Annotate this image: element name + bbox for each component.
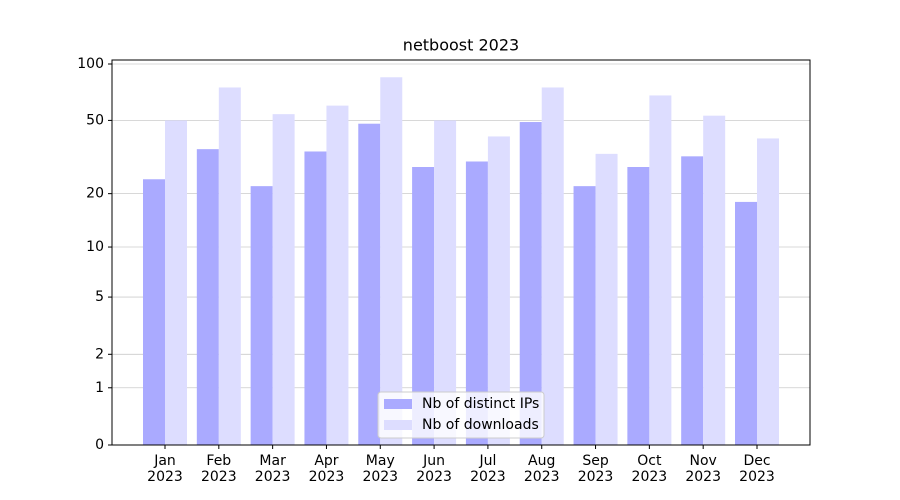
plot-frame <box>111 59 811 446</box>
bar <box>757 138 779 445</box>
bar <box>649 95 672 445</box>
x-tick-label: Nov 2023 <box>685 453 721 485</box>
legend-label: Nb of distinct IPs <box>422 396 539 412</box>
bar <box>250 186 273 445</box>
bar <box>358 123 381 445</box>
bar <box>165 120 187 445</box>
bar <box>380 77 403 445</box>
y-tick-label: 100 <box>77 56 104 72</box>
bar <box>196 149 219 445</box>
y-tick-label: 1 <box>95 380 104 396</box>
bar <box>595 153 618 445</box>
bar <box>681 156 704 445</box>
bar <box>218 87 241 445</box>
bar <box>434 120 457 445</box>
x-tick-label: May 2023 <box>362 453 399 485</box>
bar <box>487 136 510 446</box>
x-tick-label: Jan 2023 <box>147 453 183 485</box>
y-tick-label: 0 <box>95 437 104 453</box>
y-tick-label: 5 <box>95 289 104 305</box>
legend-box <box>377 391 545 439</box>
bar <box>735 201 757 445</box>
x-tick-label: Sep 2023 <box>577 453 614 485</box>
bar <box>627 167 650 445</box>
legend-swatch <box>384 399 412 409</box>
x-tick-label: Mar 2023 <box>254 453 291 485</box>
bar <box>519 122 542 445</box>
y-tick-label: 10 <box>86 239 104 255</box>
x-tick-label: Aug 2023 <box>523 453 560 485</box>
bar <box>412 167 435 445</box>
x-tick-label: Dec 2023 <box>739 453 775 485</box>
bar <box>703 115 726 445</box>
legend-label: Nb of downloads <box>422 417 539 433</box>
legend-swatch <box>384 420 412 430</box>
y-tick-label: 50 <box>86 112 104 128</box>
chart-title: netboost 2023 <box>403 36 519 55</box>
x-tick-label: Oct 2023 <box>631 453 668 485</box>
x-tick-label: Apr 2023 <box>308 453 345 485</box>
x-tick-label: Jun 2023 <box>416 453 452 485</box>
bar <box>304 151 327 445</box>
bar <box>541 87 564 445</box>
x-tick-label: Feb 2023 <box>200 453 237 485</box>
y-tick-label: 20 <box>86 186 104 202</box>
x-tick-label: Jul 2023 <box>470 453 506 485</box>
bar <box>573 186 596 445</box>
y-tick-label: 2 <box>95 346 104 362</box>
bar <box>272 114 295 445</box>
bar <box>326 105 349 446</box>
bar <box>465 161 488 445</box>
bar <box>143 179 165 445</box>
